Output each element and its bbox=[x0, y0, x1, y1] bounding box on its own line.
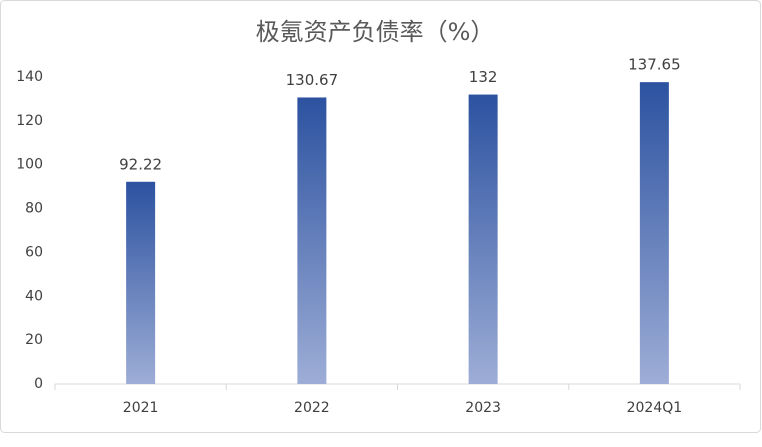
chart-title: 极氪资产负债率（%） bbox=[256, 18, 495, 46]
bar bbox=[126, 181, 156, 384]
x-tick-label: 2024Q1 bbox=[627, 400, 683, 416]
y-tick-label: 60 bbox=[25, 244, 43, 260]
y-tick-label: 140 bbox=[16, 69, 43, 85]
value-label: 132 bbox=[469, 68, 498, 86]
x-tick-label: 2022 bbox=[294, 400, 330, 416]
y-tick-label: 40 bbox=[25, 288, 43, 304]
x-tick-label: 2023 bbox=[465, 400, 501, 416]
bar bbox=[297, 97, 327, 385]
bar bbox=[468, 94, 498, 385]
y-tick-label: 20 bbox=[25, 332, 43, 348]
value-label: 92.22 bbox=[119, 155, 162, 173]
value-label: 130.67 bbox=[286, 71, 339, 89]
bar bbox=[639, 82, 669, 385]
y-tick-label: 80 bbox=[25, 201, 43, 217]
x-tick-label: 2021 bbox=[123, 400, 159, 416]
y-tick-label: 0 bbox=[34, 376, 43, 392]
chart-frame bbox=[0, 0, 761, 433]
y-tick-label: 100 bbox=[16, 157, 43, 173]
y-tick-label: 120 bbox=[16, 113, 43, 129]
value-label: 137.65 bbox=[628, 56, 681, 74]
